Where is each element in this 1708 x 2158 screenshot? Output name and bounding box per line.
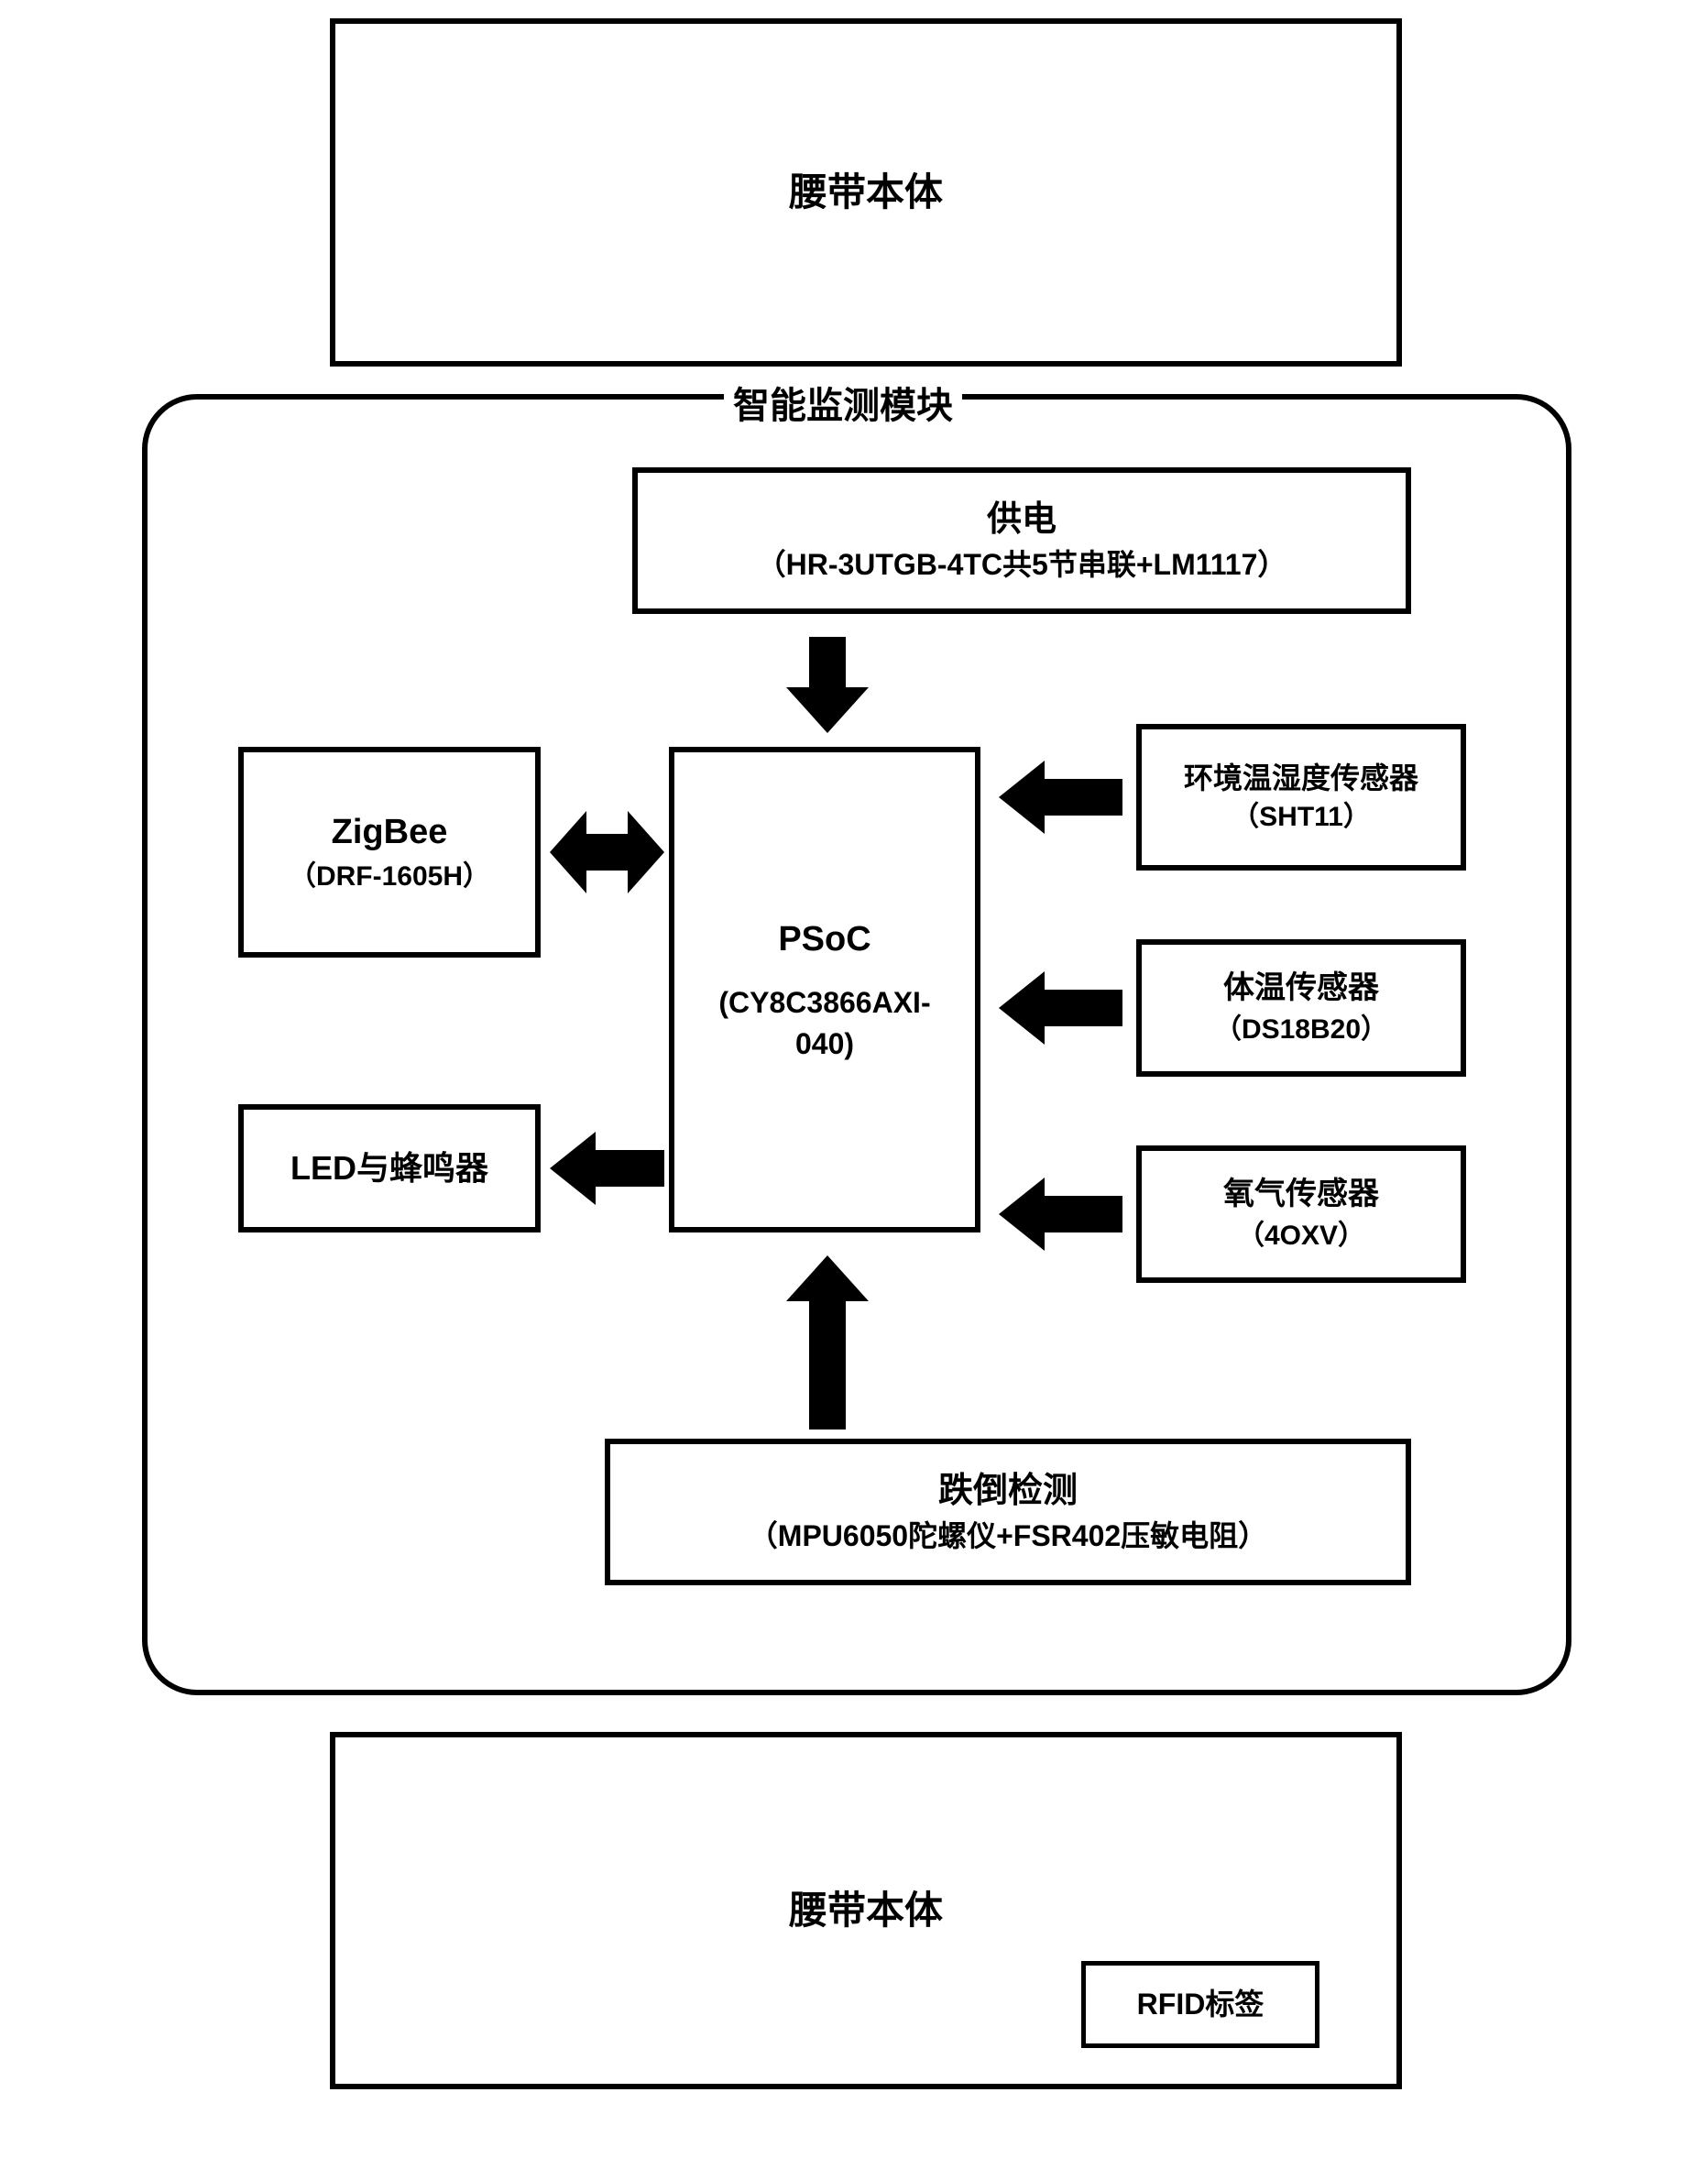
rfid-label: RFID标签 <box>1137 1984 1265 2025</box>
arrow-env-psoc <box>999 761 1122 838</box>
oxy-sub: （4OXV） <box>1237 1217 1365 1255</box>
led-box: LED与蜂鸣器 <box>238 1104 541 1232</box>
temp-title: 体温传感器 <box>1223 967 1379 1011</box>
fall-title: 跌倒检测 <box>938 1467 1078 1516</box>
power-box: 供电 （HR-3UTGB-4TC共5节串联+LM1117） <box>632 467 1411 614</box>
rfid-box: RFID标签 <box>1081 1961 1319 2048</box>
module-title-text: 智能监测模块 <box>733 386 953 426</box>
zigbee-sub: （DRF-1605H） <box>289 858 490 896</box>
led-title: LED与蜂鸣器 <box>290 1145 488 1191</box>
arrow-oxy-psoc <box>999 1178 1122 1255</box>
oxy-title: 氧气传感器 <box>1223 1173 1379 1217</box>
arrow-power-psoc <box>786 637 869 738</box>
psoc-title: PSoC <box>778 915 870 964</box>
module-title: 智能监测模块 <box>724 376 962 429</box>
env-sub: （SHT11） <box>1232 798 1371 837</box>
fall-sub: （MPU6050陀螺仪+FSR402压敏电阻） <box>749 1516 1267 1557</box>
temp-sub: （DS18B20） <box>1214 1011 1388 1049</box>
belt-bottom-label: 腰带本体 <box>789 1884 943 1938</box>
arrow-zigbee-psoc <box>550 811 664 898</box>
psoc-sub: (CY8C3866AXI-040) <box>674 982 975 1065</box>
power-sub: （HR-3UTGB-4TC共5节串联+LM1117） <box>757 544 1287 586</box>
oxygen-sensor-box: 氧气传感器 （4OXV） <box>1136 1145 1466 1283</box>
belt-top-label: 腰带本体 <box>789 166 943 220</box>
arrow-psoc-led <box>550 1132 664 1210</box>
fall-detect-box: 跌倒检测 （MPU6050陀螺仪+FSR402压敏电阻） <box>605 1439 1411 1585</box>
power-title: 供电 <box>987 496 1057 544</box>
zigbee-title: ZigBee <box>332 808 448 857</box>
arrow-temp-psoc <box>999 971 1122 1049</box>
temp-sensor-box: 体温传感器 （DS18B20） <box>1136 939 1466 1077</box>
psoc-box: PSoC (CY8C3866AXI-040) <box>669 747 980 1232</box>
belt-top-box: 腰带本体 <box>330 18 1402 367</box>
env-sensor-box: 环境温湿度传感器 （SHT11） <box>1136 724 1466 871</box>
diagram-container: 腰带本体 智能监测模块 供电 （HR-3UTGB-4TC共5节串联+LM1117… <box>0 0 1708 2158</box>
env-title: 环境温湿度传感器 <box>1175 758 1428 799</box>
zigbee-box: ZigBee （DRF-1605H） <box>238 747 541 958</box>
arrow-fall-psoc <box>786 1255 869 1434</box>
